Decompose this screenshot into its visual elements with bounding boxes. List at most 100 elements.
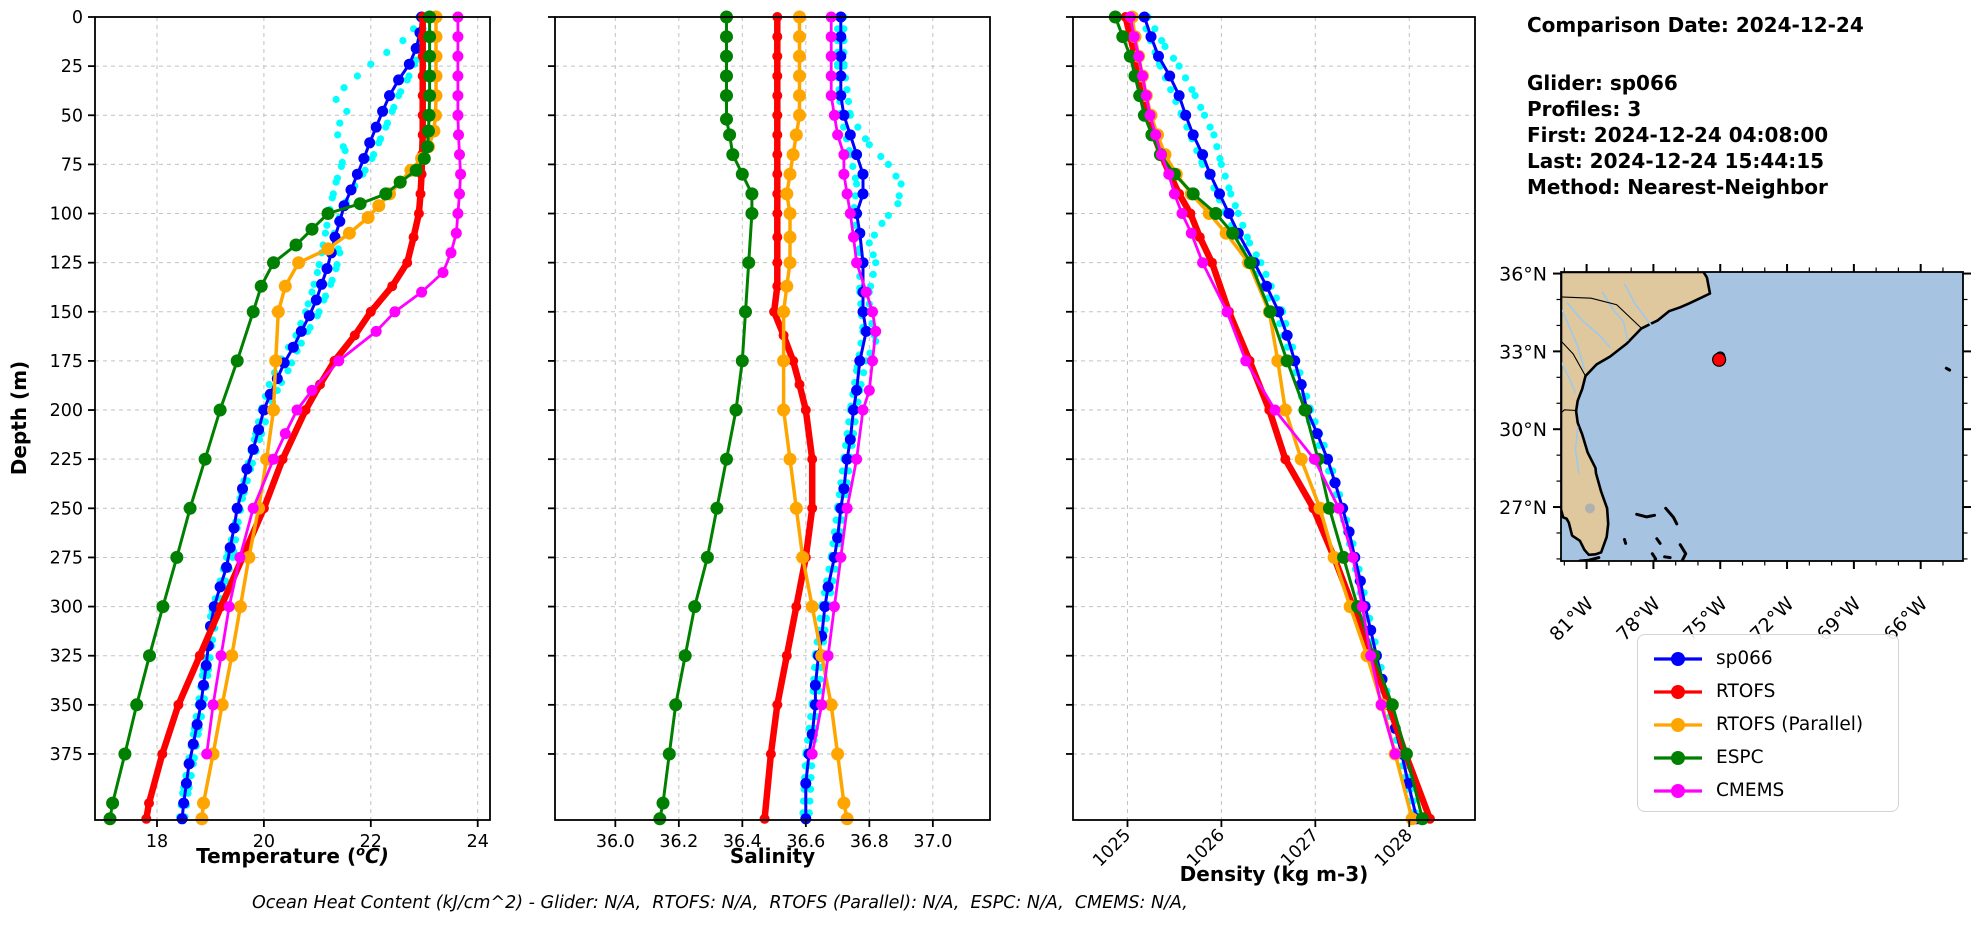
marker-dot xyxy=(1329,477,1341,489)
marker-dot xyxy=(216,601,227,612)
state-border xyxy=(1561,340,1586,377)
marker-dot xyxy=(233,600,247,614)
series-sp066 xyxy=(176,11,428,825)
marker-dot xyxy=(288,359,296,367)
marker-dot xyxy=(345,184,357,196)
legend-label: RTOFS (Parallel) xyxy=(1716,714,1864,735)
comparison-info-block: Comparison Date: 2024-12-24 Glider: sp06… xyxy=(1527,12,1864,200)
legend: sp066 RTOFS RTOFS (Parallel) ESPC CMEMS xyxy=(1637,634,1899,812)
marker-dot xyxy=(422,124,435,138)
y-tick-label: 300 xyxy=(50,598,83,618)
marker-dot xyxy=(844,97,853,106)
marker-dot xyxy=(423,89,437,103)
marker-dot xyxy=(304,300,312,308)
y-tick-label: 50 xyxy=(61,106,83,126)
marker-dot xyxy=(726,148,740,162)
marker-dot xyxy=(772,110,783,121)
marker-dot xyxy=(854,123,862,131)
marker-dot xyxy=(783,167,797,181)
marker-dot xyxy=(1234,209,1242,218)
marker-dot xyxy=(361,211,375,224)
marker-dot xyxy=(1221,306,1233,318)
marker-dot xyxy=(688,600,702,614)
x-tick-label: 36.6 xyxy=(786,832,825,852)
location-map: 81°W 78°W 75°W 72°W 69°W 66°W36°N33°N30°N27°N xyxy=(1499,264,1971,646)
y-tick-label: 75 xyxy=(61,155,83,175)
series-espc xyxy=(653,10,759,826)
marker-dot xyxy=(141,813,152,824)
marker-dot xyxy=(783,207,797,220)
series-cmems xyxy=(1124,11,1401,760)
marker-dot xyxy=(332,95,340,104)
series-line xyxy=(205,15,463,756)
marker-dot xyxy=(1327,550,1341,564)
marker-dot xyxy=(735,167,749,181)
marker-dot xyxy=(353,197,367,211)
legend-line-sample xyxy=(1654,684,1702,699)
marker-dot xyxy=(1137,70,1148,82)
marker-dot xyxy=(254,279,268,293)
marker-dot xyxy=(849,162,857,170)
marker-dot xyxy=(383,48,391,57)
marker-dot xyxy=(445,247,457,259)
marker-dot xyxy=(452,208,464,219)
marker-dot xyxy=(720,49,733,63)
marker-dot xyxy=(143,649,156,663)
marker-dot xyxy=(843,86,851,94)
marker-dot xyxy=(857,168,869,180)
marker-dot xyxy=(393,175,407,189)
marker-dot xyxy=(777,403,791,417)
marker-dot xyxy=(1128,31,1140,43)
island xyxy=(1623,538,1628,545)
marker-dot xyxy=(267,403,280,417)
series-cmems xyxy=(806,11,882,760)
marker-dot xyxy=(278,279,292,293)
x-tick-label: 36.2 xyxy=(659,832,698,852)
y-tick-label: 125 xyxy=(50,254,83,274)
panel-frame xyxy=(94,16,491,821)
marker-dot xyxy=(793,49,806,63)
marker-dot xyxy=(1252,251,1260,259)
marker-dot xyxy=(452,50,464,62)
marker-dot xyxy=(1239,221,1247,229)
panel-1: 36.0 36.2 36.4 36.6 36.8 37.0 xyxy=(548,10,991,852)
legend-item-cmems: CMEMS xyxy=(1652,774,1898,807)
marker-dot xyxy=(825,90,837,102)
island xyxy=(1664,506,1679,526)
y-tick-label: 200 xyxy=(50,401,83,421)
marker-dot xyxy=(1337,550,1350,564)
marker-dot xyxy=(103,812,117,826)
marker-dot xyxy=(720,89,733,103)
series-cmems xyxy=(201,11,467,760)
marker-dot xyxy=(860,369,868,377)
marker-dot xyxy=(1225,184,1233,192)
island xyxy=(1635,512,1656,519)
marker-dot xyxy=(870,231,879,239)
marker-dot xyxy=(336,119,344,127)
marker-dot xyxy=(710,501,724,515)
marker-dot xyxy=(332,265,340,273)
marker-dot xyxy=(865,141,873,149)
marker-dot xyxy=(835,90,847,102)
marker-dot xyxy=(796,550,810,564)
marker-dot xyxy=(788,355,799,366)
map-y-tick-label: 30°N xyxy=(1499,419,1547,441)
marker-dot xyxy=(786,148,800,162)
marker-dot xyxy=(838,109,850,121)
marker-dot xyxy=(780,187,794,201)
marker-dot xyxy=(1263,305,1277,319)
marker-dot xyxy=(745,187,759,201)
marker-dot xyxy=(1168,188,1180,200)
y-tick-label: 375 xyxy=(50,745,83,765)
marker-dot xyxy=(247,443,259,455)
river xyxy=(1574,426,1580,474)
marker-dot xyxy=(825,50,837,62)
marker-dot xyxy=(284,367,292,375)
marker-dot xyxy=(213,403,227,417)
marker-dot xyxy=(173,699,184,710)
panel-2: 1025 1026 1027 1028 xyxy=(1066,10,1476,871)
marker-dot xyxy=(377,105,389,117)
marker-dot xyxy=(742,256,756,270)
series-line xyxy=(761,13,816,823)
marker-dot xyxy=(840,123,848,131)
